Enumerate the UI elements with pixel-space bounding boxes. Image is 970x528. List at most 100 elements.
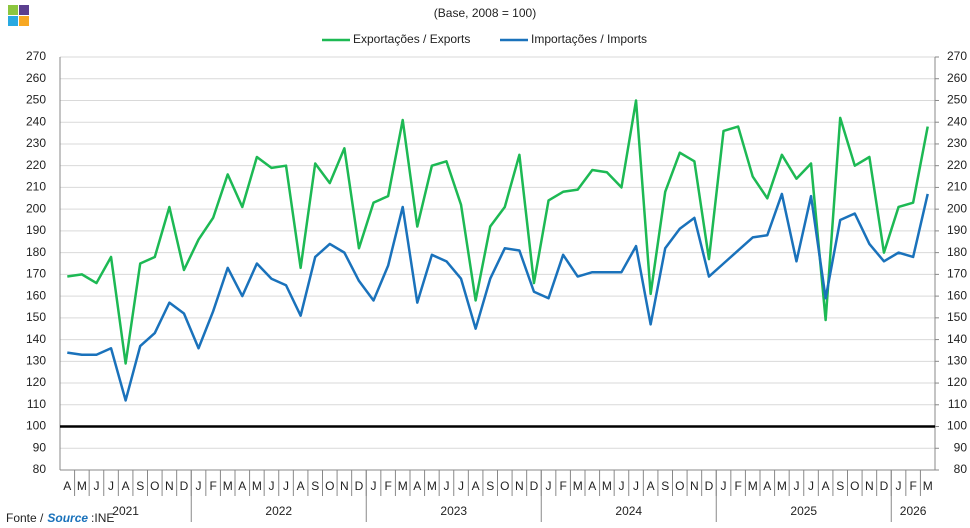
y2-tick-label: 100 <box>947 419 967 433</box>
year-label: 2022 <box>265 504 292 518</box>
x-tick-label: J <box>268 479 274 493</box>
x-tick-label: J <box>283 479 289 493</box>
x-tick-label: F <box>384 479 391 493</box>
x-tick-label: J <box>618 479 624 493</box>
x-tick-label: F <box>734 479 741 493</box>
x-tick-label: A <box>297 479 305 493</box>
x-tick-label: J <box>633 479 639 493</box>
y-tick-label: 100 <box>26 419 46 433</box>
source-value: :INE <box>91 511 114 525</box>
x-tick-label: M <box>602 479 612 493</box>
x-tick-label: O <box>850 479 859 493</box>
x-tick-label: A <box>763 479 771 493</box>
x-tick-label: S <box>661 479 669 493</box>
y2-tick-label: 210 <box>947 180 967 194</box>
x-tick-label: D <box>180 479 189 493</box>
x-tick-label: A <box>122 479 130 493</box>
y-tick-label: 130 <box>26 353 46 367</box>
x-tick-label: M <box>777 479 787 493</box>
x-tick-label: D <box>530 479 539 493</box>
source-label: Fonte / <box>6 511 44 525</box>
y-tick-label: 120 <box>26 375 46 389</box>
x-tick-label: M <box>923 479 933 493</box>
y-tick-label: 190 <box>26 223 46 237</box>
x-tick-label: F <box>559 479 566 493</box>
x-tick-label: O <box>325 479 334 493</box>
y2-tick-label: 260 <box>947 71 967 85</box>
x-tick-label: M <box>223 479 233 493</box>
y-tick-label: 80 <box>33 462 47 476</box>
year-label: 2023 <box>440 504 467 518</box>
y-tick-label: 250 <box>26 93 46 107</box>
x-tick-label: O <box>675 479 684 493</box>
x-tick-label: J <box>93 479 99 493</box>
year-label: 2026 <box>900 504 927 518</box>
y-tick-label: 240 <box>26 114 46 128</box>
y2-tick-label: 240 <box>947 114 967 128</box>
y-tick-label: 220 <box>26 158 46 172</box>
y2-tick-label: 80 <box>954 462 968 476</box>
x-tick-label: J <box>108 479 114 493</box>
x-tick-label: O <box>500 479 509 493</box>
x-tick-label: M <box>398 479 408 493</box>
y2-tick-label: 190 <box>947 223 967 237</box>
y2-tick-label: 200 <box>947 201 967 215</box>
x-tick-label: M <box>427 479 437 493</box>
y2-tick-label: 270 <box>947 49 967 63</box>
x-tick-label: S <box>836 479 844 493</box>
y-tick-label: 150 <box>26 310 46 324</box>
y2-tick-label: 90 <box>954 440 968 454</box>
x-tick-label: A <box>472 479 480 493</box>
x-tick-label: S <box>136 479 144 493</box>
y2-tick-label: 220 <box>947 158 967 172</box>
legend-label: Importações / Imports <box>531 32 647 46</box>
y-tick-label: 90 <box>33 440 47 454</box>
x-tick-label: A <box>647 479 655 493</box>
x-tick-label: F <box>209 479 216 493</box>
source-label-en: Source <box>47 511 88 525</box>
year-label: 2021 <box>112 504 139 518</box>
chart-subtitle: (Base, 2008 = 100) <box>434 6 536 20</box>
series-line <box>67 99 929 365</box>
y-tick-label: 270 <box>26 49 46 63</box>
y2-tick-label: 180 <box>947 245 967 259</box>
x-tick-label: N <box>340 479 349 493</box>
x-tick-label: M <box>252 479 262 493</box>
y-tick-label: 200 <box>26 201 46 215</box>
x-tick-label: M <box>748 479 758 493</box>
x-tick-label: M <box>573 479 583 493</box>
x-tick-label: J <box>896 479 902 493</box>
y2-tick-label: 170 <box>947 267 967 281</box>
x-tick-label: M <box>77 479 87 493</box>
x-tick-label: A <box>822 479 830 493</box>
logo <box>8 5 29 26</box>
source: Fonte / Source:INE <box>6 511 114 525</box>
y2-tick-label: 250 <box>947 93 967 107</box>
x-tick-label: A <box>238 479 246 493</box>
y2-tick-label: 230 <box>947 136 967 150</box>
x-tick-label: D <box>880 479 889 493</box>
x-tick-label: J <box>371 479 377 493</box>
x-tick-label: N <box>515 479 524 493</box>
y2-tick-label: 110 <box>948 397 967 411</box>
year-label: 2025 <box>790 504 817 518</box>
x-tick-label: A <box>63 479 71 493</box>
x-tick-label: J <box>546 479 552 493</box>
year-label: 2024 <box>615 504 642 518</box>
y2-tick-label: 120 <box>947 375 967 389</box>
y-tick-label: 170 <box>26 267 46 281</box>
x-tick-label: S <box>311 479 319 493</box>
y-tick-label: 230 <box>26 136 46 150</box>
x-tick-label: A <box>588 479 596 493</box>
y-tick-label: 180 <box>26 245 46 259</box>
y2-tick-label: 160 <box>947 288 967 302</box>
y2-tick-label: 130 <box>947 353 967 367</box>
x-tick-label: J <box>196 479 202 493</box>
y2-tick-label: 140 <box>947 332 967 346</box>
x-tick-label: N <box>690 479 699 493</box>
y-tick-label: 160 <box>26 288 46 302</box>
x-tick-label: F <box>909 479 916 493</box>
x-tick-label: A <box>413 479 421 493</box>
x-tick-label: J <box>443 479 449 493</box>
